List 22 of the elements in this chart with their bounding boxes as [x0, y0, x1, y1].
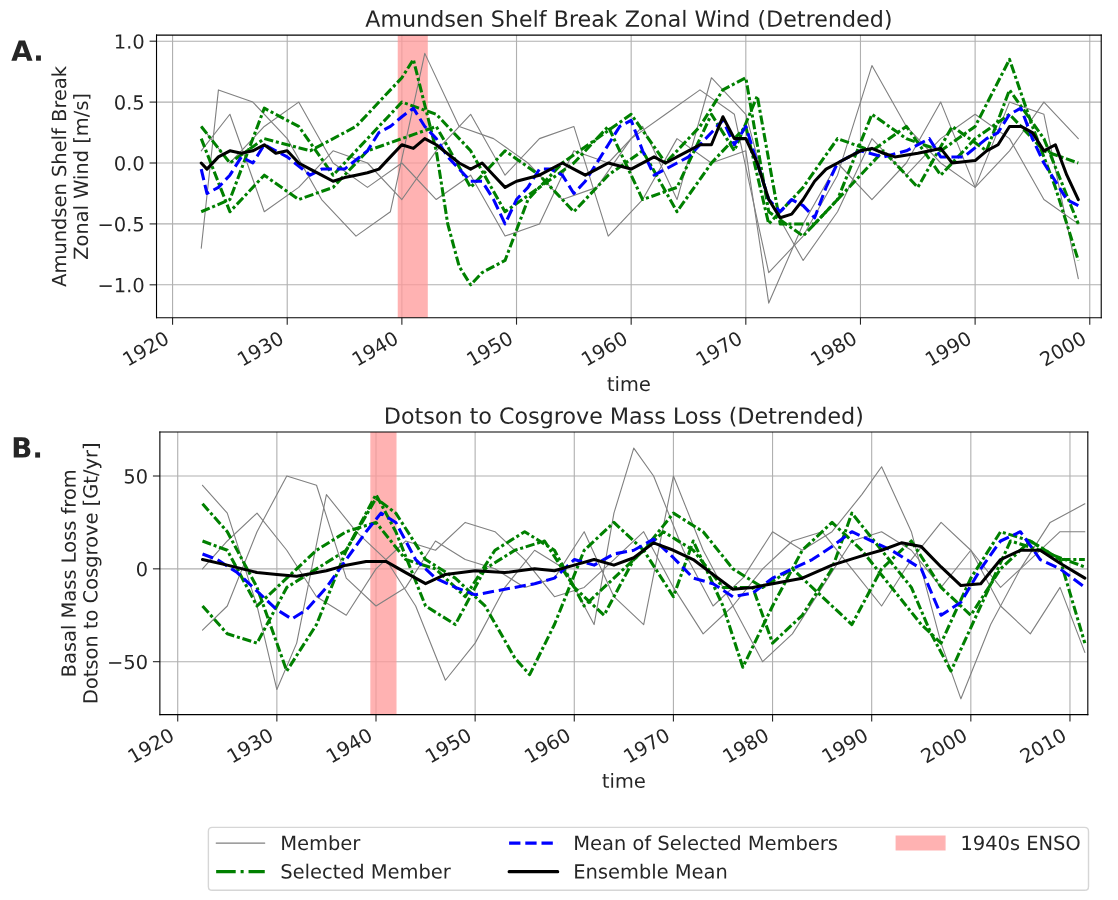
chart-title: Dotson to Cosgrove Mass Loss (Detrended) — [386, 406, 862, 429]
legend-label: Mean of Selected Members — [575, 835, 837, 851]
y-tick-label: −1.0 — [99, 277, 144, 293]
text: A. — [11, 40, 41, 61]
x-axis-title: time — [602, 773, 645, 789]
y-tick-label: 1.0 — [115, 34, 144, 49]
legend-label: Member — [282, 835, 361, 851]
legend-label: 1940s ENSO — [962, 835, 1080, 851]
legend-label: Ensemble Mean — [575, 863, 727, 879]
x-axis-title: time — [607, 376, 650, 392]
y-axis-title: Amundsen Shelf Break Zonal Wind [m/s] — [51, 65, 91, 287]
y-axis-title: Basal Mass Loss from Dotson to Cosgrove [Gt/yr] — [60, 444, 102, 703]
y-tick-label: 0.5 — [115, 95, 144, 110]
line-series — [201, 447, 1086, 700]
y-tick-label: −50 — [109, 654, 147, 670]
chart-title: Amundsen Shelf Break Zonal Wind (Detrended) — [365, 9, 891, 30]
y-tick-label: 0 — [136, 561, 147, 577]
y-tick-label: 0.0 — [115, 155, 144, 171]
legend-label: Selected Member — [281, 863, 451, 879]
text: B. — [13, 437, 41, 458]
y-tick-label: −0.5 — [99, 216, 144, 232]
y-tick-label: 50 — [124, 468, 147, 484]
